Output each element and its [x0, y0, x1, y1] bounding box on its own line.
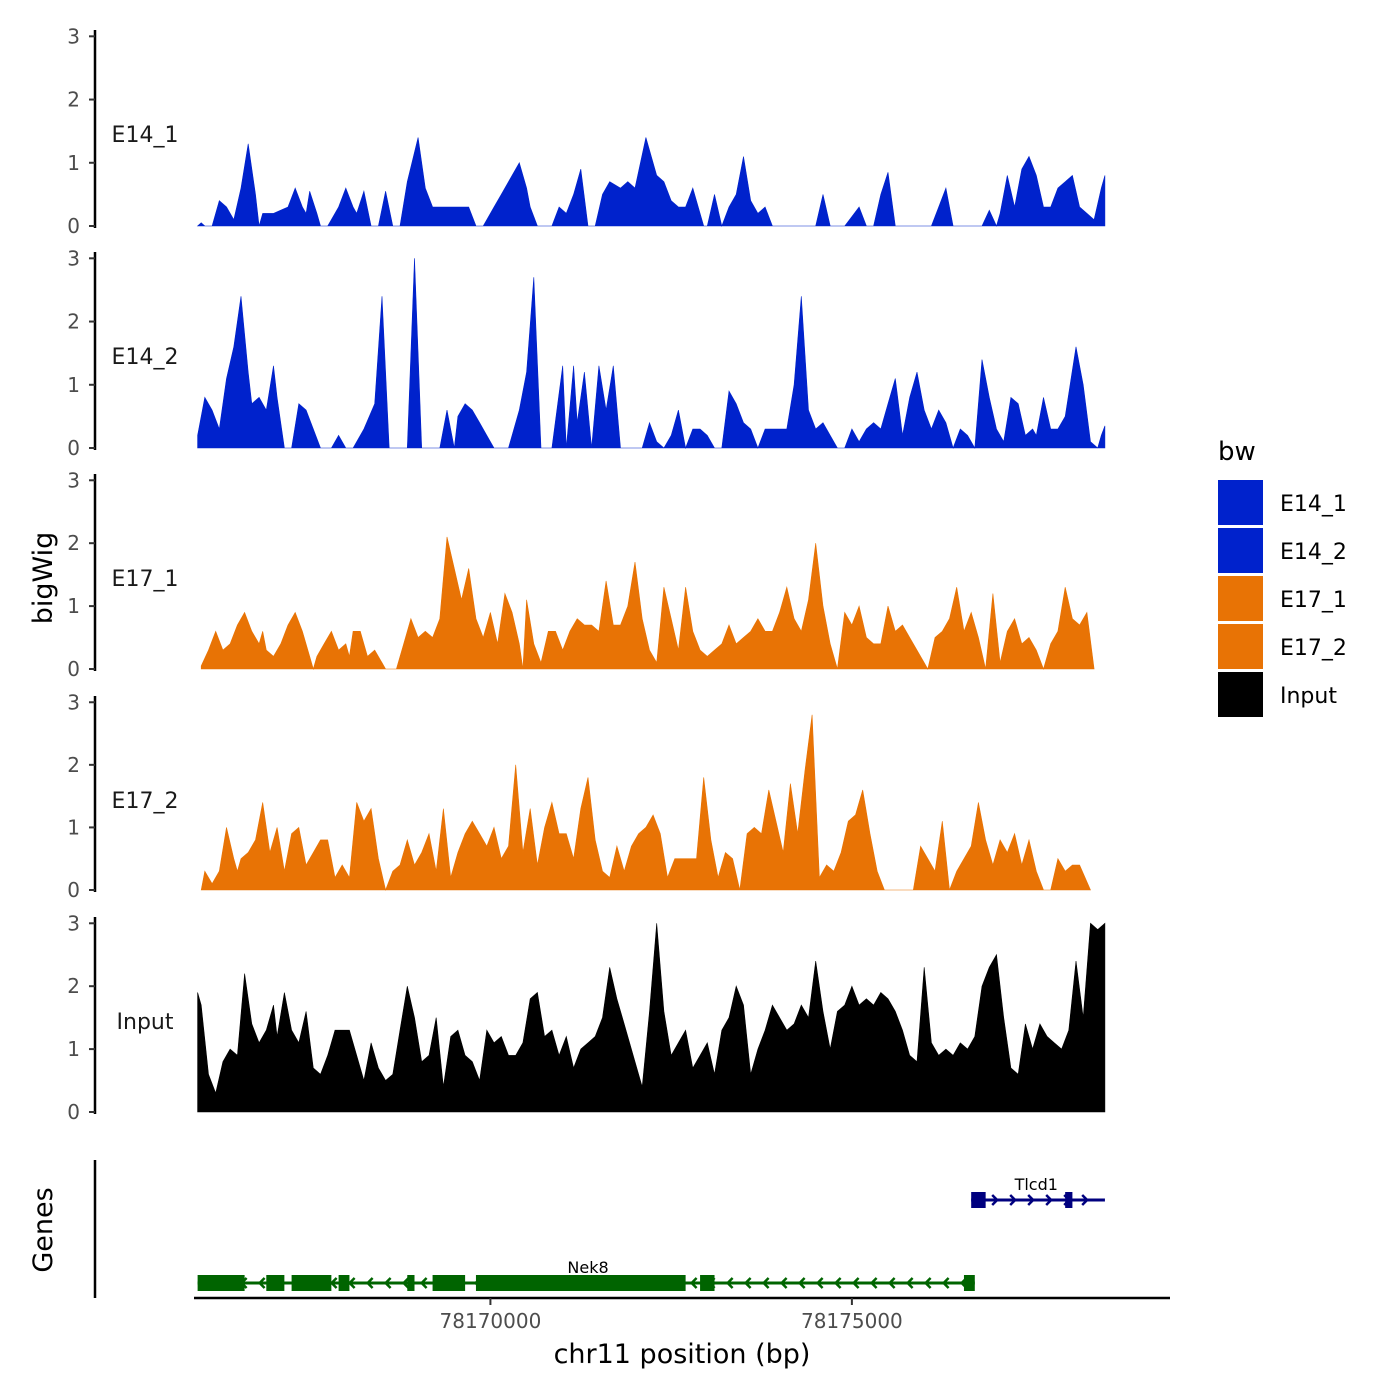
legend-label-E14_2: E14_2 [1280, 540, 1347, 565]
legend-swatch-E17_2 [1218, 624, 1263, 669]
signal-area-E14_2 [197, 258, 1106, 450]
track-E17_1: 0 1 2 3 E17_1 [67, 468, 1095, 681]
y-tick-label: 2 [67, 753, 80, 777]
x-tick-label: 78175000 [801, 1309, 903, 1333]
y-tick-label: 0 [67, 436, 80, 460]
y-tick-label: 0 [67, 1100, 80, 1124]
track-label: E17_2 [112, 789, 179, 814]
track-label: Input [117, 1010, 174, 1035]
gene-label: Nek8 [567, 1258, 608, 1277]
legend-swatch-E14_2 [1218, 528, 1263, 573]
gene-Tlcd1: Tlcd1 [971, 1175, 1105, 1208]
x-axis-title: chr11 position (bp) [554, 1339, 811, 1370]
strand-arrow [1045, 1194, 1053, 1206]
legend-title: bw [1218, 437, 1256, 467]
signal-area-Input [197, 922, 1106, 1113]
strand-arrow [869, 1277, 878, 1289]
strand-arrow [1081, 1194, 1089, 1206]
gene-exon [407, 1275, 415, 1291]
legend-swatch-E17_1 [1218, 576, 1263, 621]
strand-arrow [797, 1277, 806, 1289]
strand-arrow [743, 1277, 752, 1289]
x-axis: 78170000 78175000 [194, 1296, 1170, 1333]
y-tick-label: 3 [67, 468, 80, 492]
signal-area-E17_1 [200, 536, 1095, 671]
strand-arrow [347, 1277, 356, 1289]
legend-label-E17_2: E17_2 [1280, 636, 1347, 661]
gene-exon [700, 1275, 715, 1291]
y-tick-label: 0 [67, 214, 80, 238]
strand-arrow [905, 1277, 914, 1289]
y-tick-label: 1 [67, 151, 80, 175]
gene-track-title: Genes [28, 1187, 59, 1272]
gene-exon [971, 1192, 986, 1208]
strand-arrow [419, 1277, 428, 1289]
strand-arrow [329, 1277, 338, 1289]
strand-arrow [815, 1277, 824, 1289]
gene-exon [432, 1275, 466, 1291]
strand-arrow [383, 1277, 392, 1289]
y-tick-label: 1 [67, 815, 80, 839]
track-Input: 0 1 2 3 Input [67, 911, 1106, 1124]
strand-arrow [257, 1277, 266, 1289]
strand-arrow [779, 1277, 788, 1289]
y-tick-label: 2 [67, 974, 80, 998]
legend-swatch-Input [1218, 672, 1263, 717]
strand-arrow [1027, 1194, 1035, 1206]
gene-exon [475, 1275, 686, 1291]
strand-arrow [365, 1277, 374, 1289]
y-tick-label: 0 [67, 657, 80, 681]
signal-tracks: 0 1 2 3 E14_1 0 1 2 3 E14_2 0 1 2 3 E17_1 0 1 2 3 E17_2 0 1 2 3… [67, 24, 1106, 1124]
gene-exon [266, 1275, 285, 1291]
strand-arrow [991, 1194, 999, 1206]
legend: bw E14_1 E14_2 E17_1 E17_2 Input [1218, 437, 1347, 717]
y-axis-title: bigWig [28, 532, 59, 625]
strand-arrow [833, 1277, 842, 1289]
gene-label: Tlcd1 [1014, 1175, 1058, 1194]
y-tick-label: 3 [67, 911, 80, 935]
track-label: E14_1 [112, 123, 179, 148]
gene-exon [1065, 1192, 1073, 1208]
y-tick-label: 2 [67, 88, 80, 112]
strand-arrow [887, 1277, 896, 1289]
legend-label-E17_1: E17_1 [1280, 588, 1347, 613]
track-label: E14_2 [112, 345, 179, 370]
gene-Nek8: Nek8 [197, 1258, 975, 1291]
y-tick-label: 1 [67, 1037, 80, 1061]
strand-arrow [1009, 1194, 1017, 1206]
signal-area-E17_2 [200, 714, 1091, 892]
strand-arrow [941, 1277, 950, 1289]
track-E14_2: 0 1 2 3 E14_2 [67, 246, 1106, 460]
track-label: E17_1 [112, 567, 179, 592]
strand-arrow [689, 1277, 698, 1289]
y-tick-label: 3 [67, 690, 80, 714]
strand-arrow [851, 1277, 860, 1289]
y-tick-label: 3 [67, 24, 80, 48]
legend-label-Input: Input [1280, 684, 1337, 709]
gene-exon [291, 1275, 332, 1291]
y-tick-label: 2 [67, 310, 80, 334]
strand-arrow [401, 1277, 410, 1289]
y-tick-label: 3 [67, 246, 80, 270]
signal-area-E14_1 [196, 137, 1106, 228]
y-tick-label: 0 [67, 878, 80, 902]
gene-exon [338, 1275, 350, 1291]
track-E17_2: 0 1 2 3 E17_2 [67, 690, 1091, 902]
y-tick-label: 1 [67, 373, 80, 397]
gene-exon [197, 1275, 245, 1291]
gene-exon [963, 1275, 975, 1291]
strand-arrow [761, 1277, 770, 1289]
legend-label-E14_1: E14_1 [1280, 492, 1347, 517]
strand-arrow [725, 1277, 734, 1289]
track-E14_1: 0 1 2 3 E14_1 [67, 24, 1106, 238]
strand-arrow [923, 1277, 932, 1289]
x-tick-label: 78170000 [440, 1309, 542, 1333]
legend-swatch-E14_1 [1218, 480, 1263, 525]
y-tick-label: 2 [67, 531, 80, 555]
gene-track: Nek8 Tlcd1 [93, 1160, 1105, 1298]
y-tick-label: 1 [67, 594, 80, 618]
